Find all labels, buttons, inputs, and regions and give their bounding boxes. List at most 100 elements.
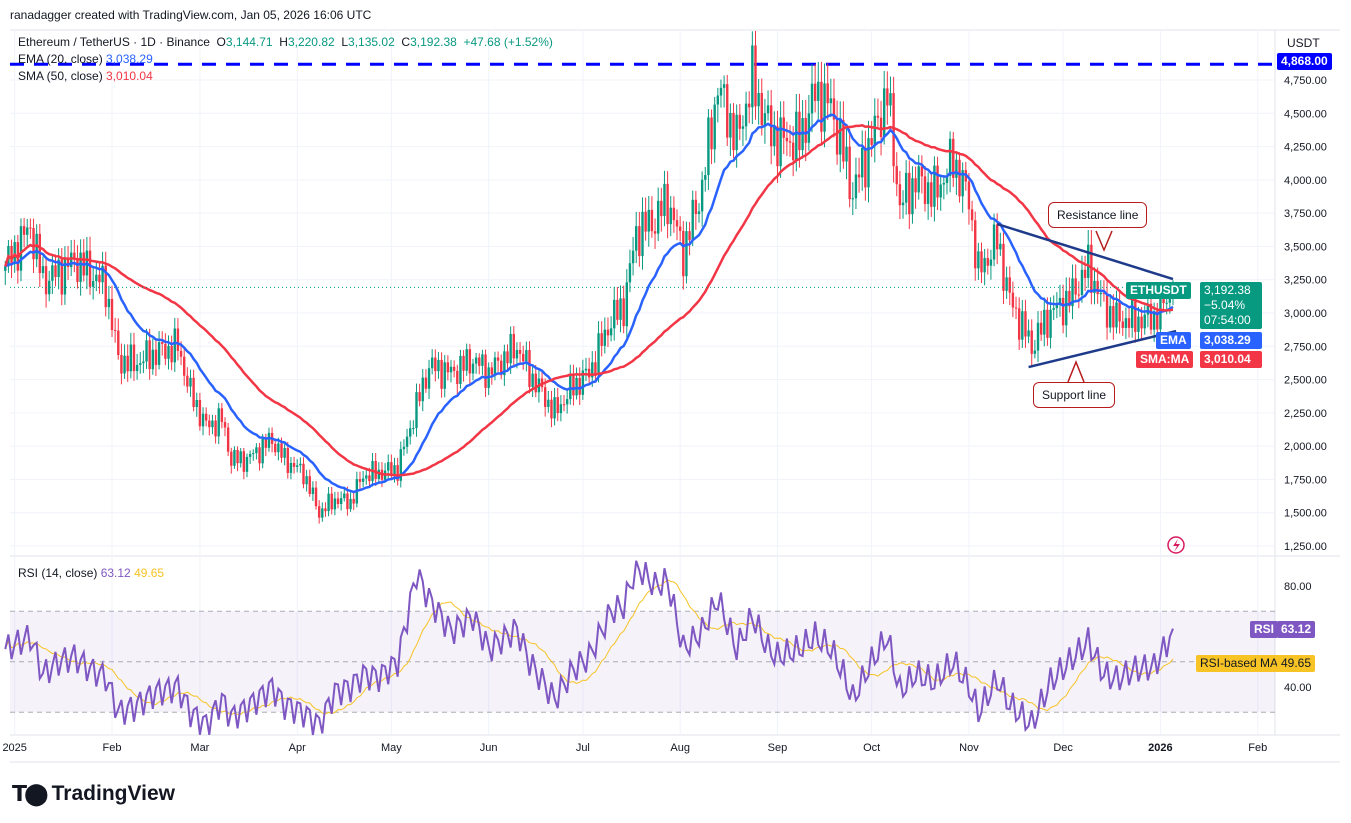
symbol-name: Ethereum / TetherUS · 1D · Binance [18, 35, 210, 49]
candle-body [195, 399, 198, 408]
time-tick-label: Apr [289, 742, 306, 754]
candle-body [700, 179, 704, 212]
candle-body [587, 368, 591, 378]
candle-body [751, 45, 754, 108]
candle-body [214, 420, 217, 437]
rsi-legend[interactable]: RSI (14, close) 63.12 49.65 [18, 566, 164, 580]
candle-body [440, 359, 443, 389]
candle-body [142, 361, 145, 364]
candle-body [613, 299, 616, 329]
open-value: 3,144.71 [225, 35, 273, 49]
candle-body [901, 202, 905, 206]
candle-body [490, 367, 494, 375]
ema-axis-label: EMA [1156, 332, 1191, 349]
candle-body [343, 493, 346, 499]
candle-body [4, 266, 7, 271]
candle-body [948, 138, 952, 176]
candle-body [321, 508, 324, 518]
support-annotation[interactable]: Support line [1033, 382, 1116, 408]
candle-body [390, 462, 393, 476]
rsi-label: RSI (14, close) [18, 566, 98, 580]
candle-body [1115, 302, 1118, 328]
currency-label[interactable]: USDT [1287, 36, 1320, 50]
candle-body [1061, 297, 1065, 326]
candle-body [559, 404, 563, 414]
price-tick-label: 1,500.00 [1284, 508, 1327, 520]
candle-body [192, 377, 195, 408]
candle-body [1068, 290, 1071, 307]
candle-body [60, 259, 63, 295]
candle-body [955, 159, 958, 178]
candle-body [578, 377, 581, 395]
candle-body [73, 252, 76, 259]
level-tag: 4,868.00 [1277, 53, 1332, 70]
tradingview-logo[interactable]: 𝗧⬤ TradingView [12, 781, 175, 807]
candle-body [653, 231, 657, 234]
candle-body [603, 329, 607, 346]
candle-body [773, 126, 776, 147]
candle-body [675, 220, 679, 227]
candle-body [801, 118, 804, 151]
candle-body [474, 357, 478, 364]
candle-body [1011, 292, 1015, 308]
candle-body [452, 366, 456, 371]
candle-body [1027, 330, 1030, 337]
candle-body [1146, 303, 1150, 315]
candle-body [735, 114, 738, 151]
candle-body [553, 397, 556, 419]
candle-body [995, 224, 999, 250]
candle-body [449, 366, 453, 373]
candle-body [779, 117, 782, 167]
sma-legend[interactable]: SMA (50, close) 3,010.04 [18, 69, 153, 83]
candle-body [848, 146, 851, 200]
candle-body [330, 493, 333, 510]
rsi-axis-label: RSI [1250, 621, 1279, 638]
candle-body [252, 453, 255, 455]
candle-body [358, 479, 362, 482]
candle-body [666, 183, 669, 225]
candle-body [1043, 309, 1046, 335]
candle-body [1102, 292, 1106, 294]
candle-body [107, 298, 111, 308]
ema-legend[interactable]: EMA (20, close) 3,038.29 [18, 52, 153, 66]
candle-body [691, 199, 694, 241]
candle-body [1149, 303, 1153, 330]
rsi-tick-label: 80.00 [1284, 581, 1312, 593]
candle-body [974, 220, 977, 269]
candle-body [989, 259, 993, 266]
candle-body [914, 178, 917, 193]
candle-body [1137, 316, 1140, 332]
candle-body [98, 274, 101, 283]
candle-body [41, 266, 45, 274]
candle-body [861, 147, 864, 178]
candle-body [920, 166, 924, 177]
candle-body [600, 333, 603, 346]
candle-body [1165, 302, 1168, 304]
candle-body [368, 475, 371, 482]
candle-body [958, 159, 961, 197]
candle-body [572, 375, 575, 396]
candle-body [317, 506, 321, 518]
candle-body [1024, 311, 1027, 337]
candle-body [550, 399, 553, 419]
candle-body [1080, 269, 1084, 296]
candle-body [512, 333, 515, 359]
candle-body [26, 227, 29, 235]
candle-body [164, 343, 167, 359]
resistance-annotation[interactable]: Resistance line [1048, 202, 1148, 228]
candle-body [95, 274, 98, 282]
candle-body [826, 83, 829, 104]
candle-body [823, 83, 826, 132]
candle-body [547, 399, 550, 407]
candle-body [904, 172, 908, 203]
time-tick-label: 2025 [2, 742, 26, 754]
time-tick-label: Feb [1248, 742, 1267, 754]
candle-body [886, 88, 889, 106]
candle-body [804, 118, 807, 143]
candle-body [748, 103, 751, 108]
candle-body [19, 226, 23, 271]
candle-body [672, 207, 676, 221]
candle-body [716, 95, 720, 105]
candle-body [980, 251, 983, 273]
